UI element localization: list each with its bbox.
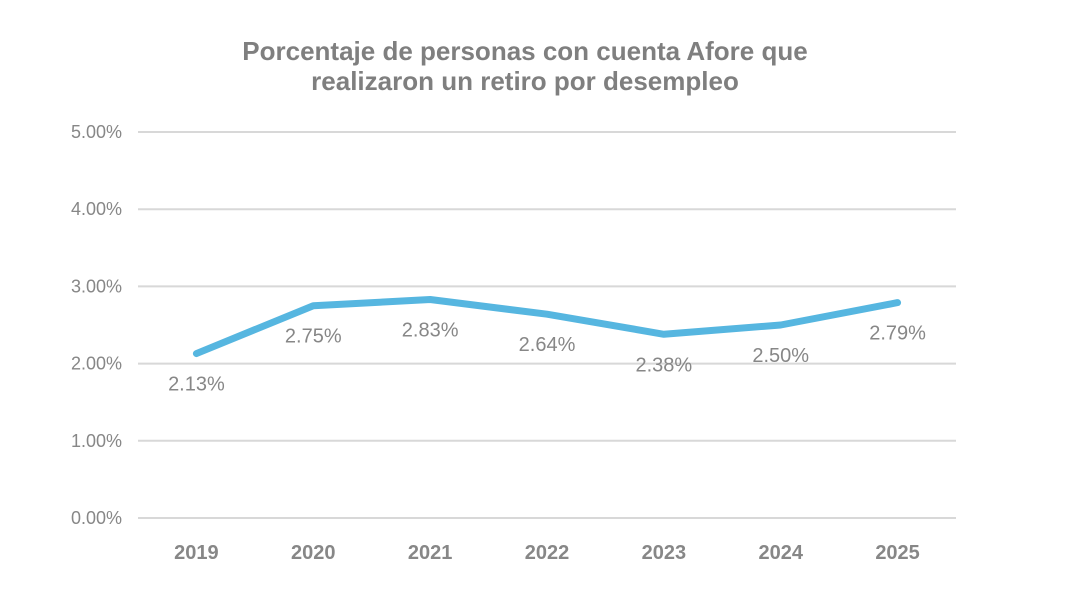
data-label: 2.13% (168, 374, 225, 396)
data-label: 2.64% (519, 334, 576, 356)
chart-title-line-2: realizaron un retiro por desempleo (311, 66, 739, 96)
x-tick-label: 2019 (174, 542, 219, 564)
x-tick-label: 2021 (408, 542, 453, 564)
x-tick-label: 2024 (758, 542, 803, 564)
y-tick-label: 4.00% (71, 199, 122, 219)
data-label: 2.38% (635, 354, 692, 376)
x-tick-label: 2025 (875, 542, 920, 564)
x-tick-label: 2022 (525, 542, 570, 564)
data-label: 2.79% (869, 323, 926, 345)
y-tick-label: 3.00% (71, 276, 122, 296)
chart-title: Porcentaje de personas con cuenta Afore … (0, 36, 1050, 96)
y-tick-label: 0.00% (71, 508, 122, 528)
chart-title-line-1: Porcentaje de personas con cuenta Afore … (242, 36, 808, 66)
y-tick-label: 5.00% (71, 122, 122, 142)
series-line (192, 296, 902, 358)
y-tick-label: 1.00% (71, 431, 122, 451)
x-tick-label: 2020 (291, 542, 336, 564)
data-label: 2.75% (285, 326, 342, 348)
data-label: 2.83% (402, 320, 459, 342)
data-label: 2.50% (752, 345, 809, 367)
y-tick-label: 2.00% (71, 354, 122, 374)
x-tick-label: 2023 (642, 542, 687, 564)
